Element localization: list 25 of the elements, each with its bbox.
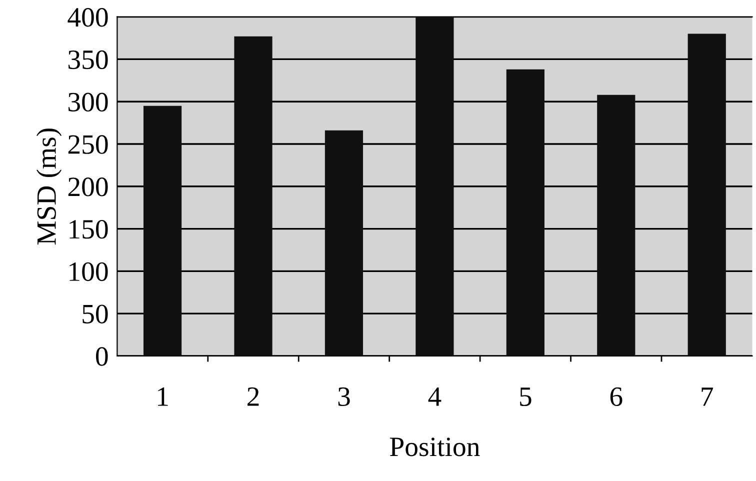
y-tick-label: 250 xyxy=(68,135,108,154)
bar xyxy=(416,16,454,356)
bar xyxy=(324,130,364,356)
y-tick-label: 400 xyxy=(68,8,108,27)
x-tick-label: 4 xyxy=(428,387,442,406)
y-tick-label: 350 xyxy=(68,50,108,70)
bar xyxy=(688,34,726,356)
bar xyxy=(506,69,544,356)
y-tick-label: 300 xyxy=(68,92,108,112)
x-tick-label: 6 xyxy=(610,387,622,406)
x-tick-label: 2 xyxy=(248,387,259,406)
y-axis-title: MSD (ms) xyxy=(36,128,62,245)
x-tick-label: 1 xyxy=(158,387,168,406)
y-tick-label: 50 xyxy=(82,304,108,324)
x-tick-label: 5 xyxy=(520,388,532,406)
bar xyxy=(234,36,272,356)
bar xyxy=(597,94,636,356)
x-tick-label: 7 xyxy=(702,388,714,406)
x-tick-label: 3 xyxy=(338,387,350,406)
bar xyxy=(143,106,182,356)
y-tick-label: 200 xyxy=(68,178,108,196)
y-tick-label: 100 xyxy=(70,262,108,282)
x-axis-title: Position xyxy=(390,438,480,456)
y-tick-label: 150 xyxy=(70,220,108,239)
y-tick-label: 0 xyxy=(96,347,108,366)
